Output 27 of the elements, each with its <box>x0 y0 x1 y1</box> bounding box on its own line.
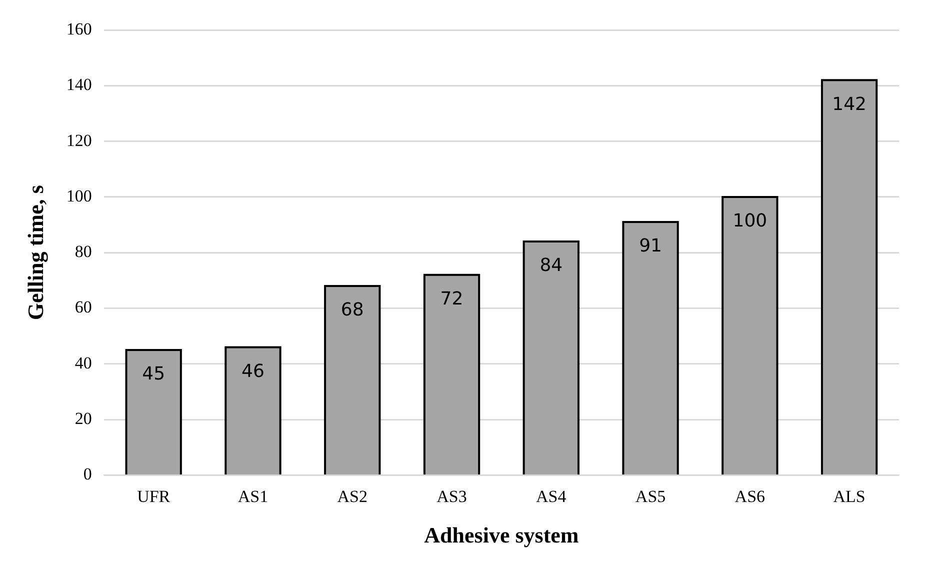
x-tick-label: AS1 <box>238 486 268 506</box>
data-label: 68 <box>340 300 364 321</box>
data-label: 142 <box>832 94 866 115</box>
y-tick-label: 100 <box>66 186 92 206</box>
y-tick-label: 0 <box>83 464 92 484</box>
data-label: 46 <box>242 360 264 382</box>
x-tick-label: UFR <box>137 486 171 506</box>
x-tick-label: AS4 <box>536 486 567 506</box>
y-tick-label: 20 <box>74 409 92 428</box>
x-tick-label: AS2 <box>337 486 368 506</box>
x-tick-label: AS3 <box>436 486 467 506</box>
data-label: 84 <box>540 255 563 276</box>
y-tick-label: 140 <box>66 75 92 94</box>
y-tick-label: 40 <box>74 353 92 372</box>
x-axis-title: Adhesive system <box>424 522 579 548</box>
data-label: 45 <box>142 364 166 385</box>
y-tick-label: 160 <box>66 19 92 38</box>
x-tick-label: AS5 <box>635 486 666 506</box>
x-tick-label: ALS <box>833 486 866 506</box>
data-label: 91 <box>639 236 662 257</box>
y-axis-title: Gelling time, s <box>22 184 48 320</box>
y-tick-label: 80 <box>74 242 92 262</box>
y-tick-label: 120 <box>66 130 92 150</box>
data-label: 72 <box>440 288 464 310</box>
data-label: 100 <box>732 210 768 232</box>
y-tick-label: 60 <box>74 298 92 317</box>
x-tick-label: AS6 <box>734 486 766 506</box>
